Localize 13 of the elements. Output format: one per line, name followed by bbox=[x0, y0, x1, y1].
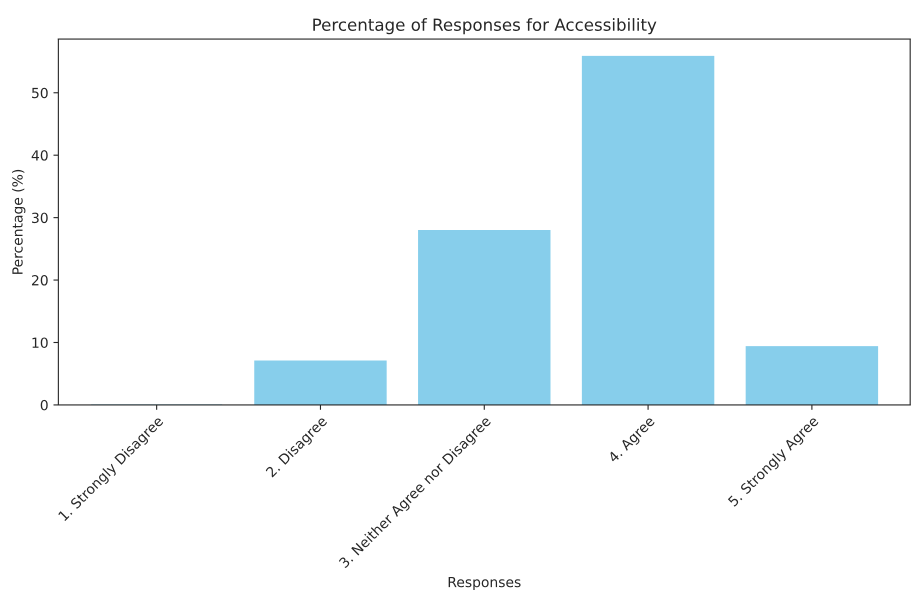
y-tick-label: 0 bbox=[40, 400, 48, 410]
y-tick-label: 10 bbox=[32, 337, 48, 348]
bar bbox=[746, 346, 878, 405]
bar bbox=[582, 56, 714, 405]
y-tick-label: 40 bbox=[32, 150, 48, 161]
y-axis-title: Percentage (%) bbox=[12, 170, 26, 274]
y-tick-label: 20 bbox=[32, 275, 48, 286]
y-tick-label: 50 bbox=[32, 88, 48, 98]
x-axis-title: Responses bbox=[448, 576, 521, 590]
y-tick-label: 30 bbox=[32, 212, 48, 224]
bar bbox=[418, 230, 550, 405]
bar bbox=[254, 360, 387, 405]
chart-title: Percentage of Responses for Accessibility bbox=[313, 18, 656, 34]
